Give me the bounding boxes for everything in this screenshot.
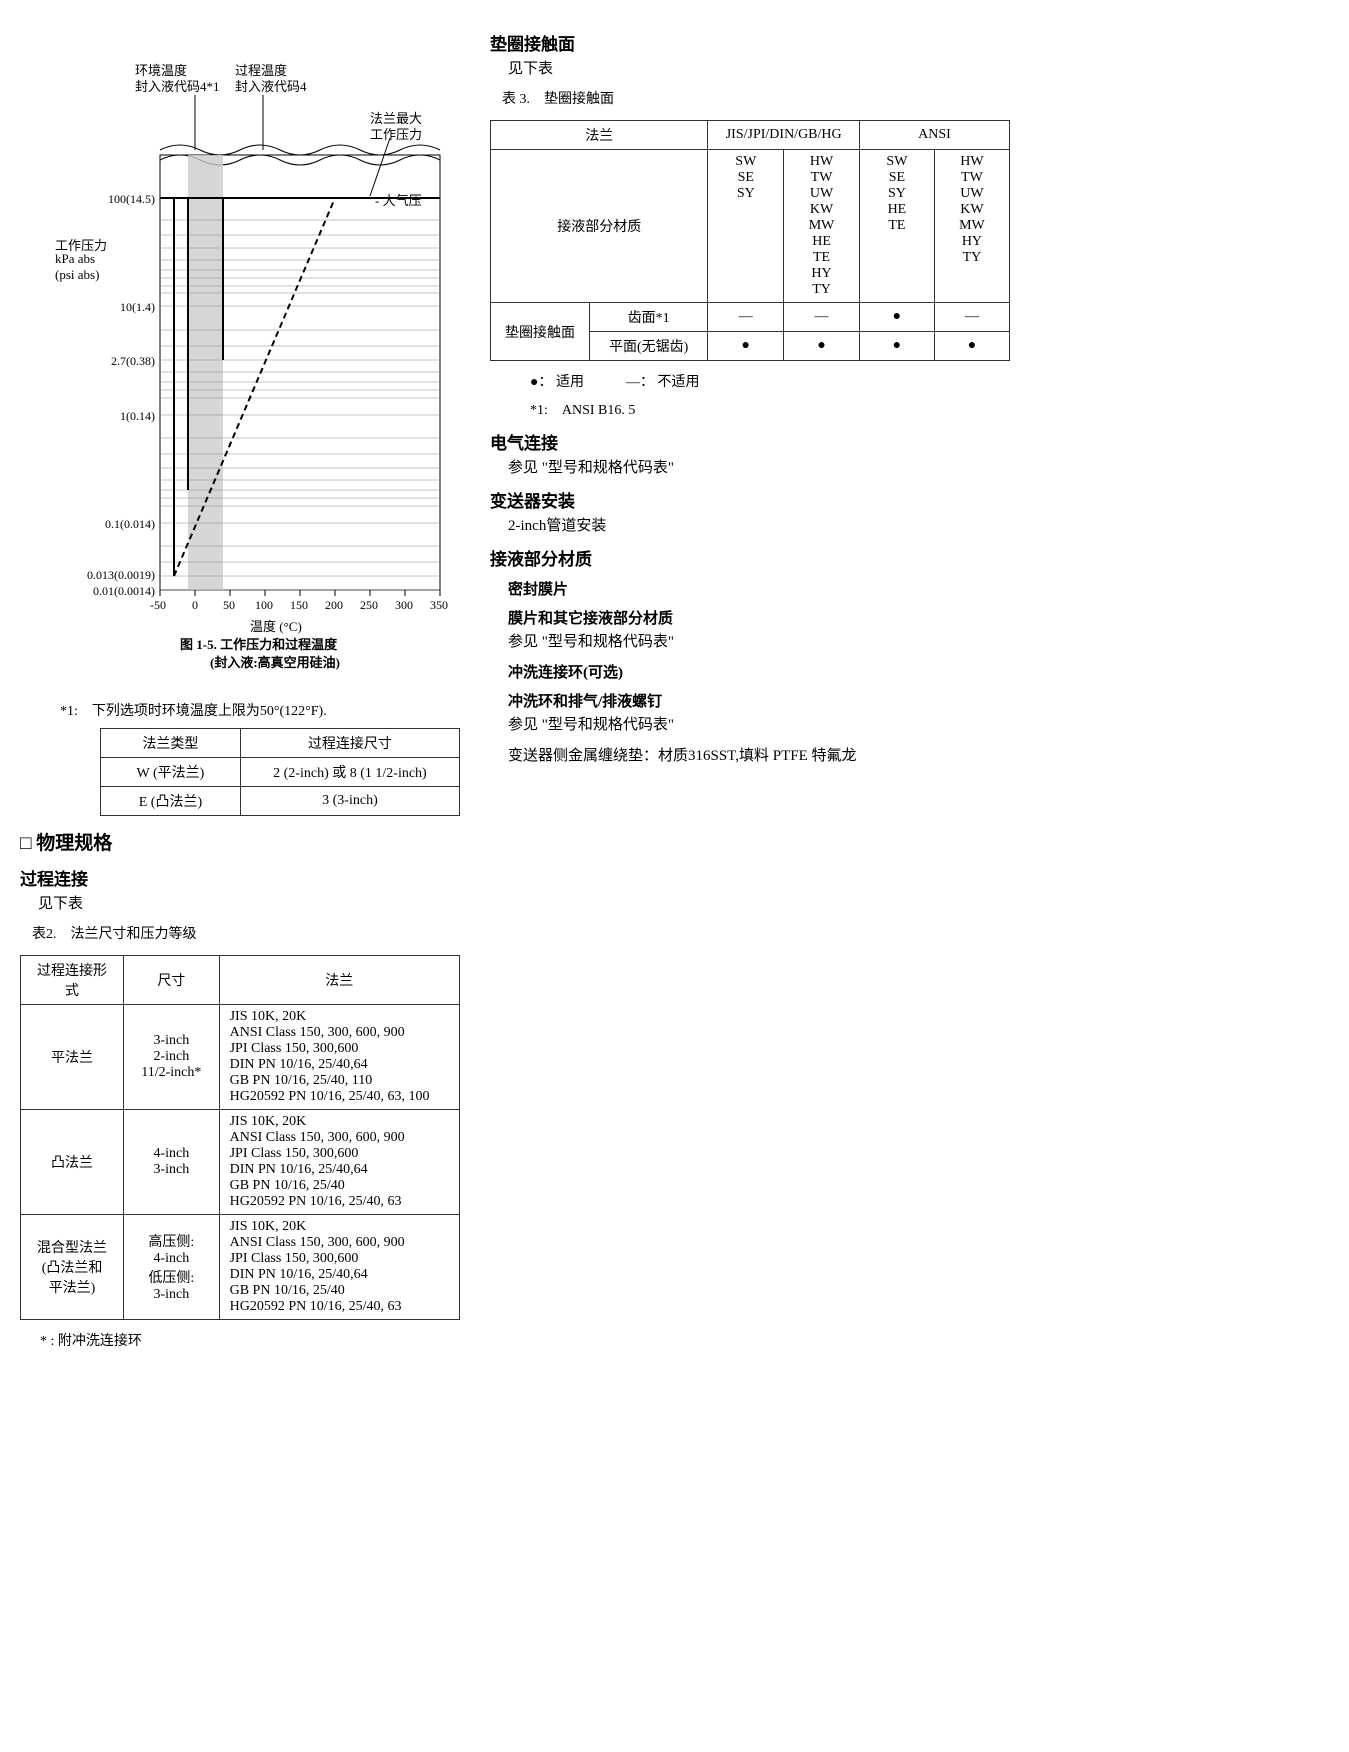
t2-r2c0: 混合型法兰 (凸法兰和 平法兰) (21, 1215, 124, 1320)
t2-h1: 尺寸 (124, 956, 220, 1005)
annot-fill4a: 封入液代码4*1 (135, 76, 220, 95)
t2-r0c2: JIS 10K, 20K ANSI Class 150, 300, 600, 9… (219, 1005, 459, 1110)
pressure-temp-chart: 环境温度 封入液代码4*1 过程温度 封入液代码4 法兰最大 工作压力 - 大气… (40, 20, 460, 670)
t3-s1: — (784, 303, 860, 332)
t3-ansi1: SW SE SY HE TE (859, 150, 934, 303)
t3-ansi2: HW TW UW KW MW HY TY (934, 150, 1009, 303)
t2-h0: 过程连接形式 (21, 956, 124, 1005)
t1-r0c0: W (平法兰) (101, 758, 241, 787)
t1-r1c1: 3 (3-inch) (240, 787, 459, 816)
t1-h1: 过程连接尺寸 (240, 729, 459, 758)
xtick-8: 350 (430, 598, 448, 613)
ytick-2: 2.7(0.38) (111, 354, 155, 369)
table-flange-type: 法兰类型 过程连接尺寸 W (平法兰) 2 (2-inch) 或 8 (1 1/… (100, 728, 460, 816)
t2-h2: 法兰 (219, 956, 459, 1005)
table2-footnote: * : 附冲洗连接环 (40, 1330, 460, 1350)
mount-body: 2-inch管道安装 (508, 514, 1010, 535)
t1-r1c0: E (凸法兰) (101, 787, 241, 816)
t3-s3: — (934, 303, 1009, 332)
t3-s2: ● (859, 303, 934, 332)
t3-serrated: 齿面*1 (589, 303, 707, 332)
annot-atm: - 大气压 (375, 190, 422, 209)
xlabel: 温度 (°C) (250, 616, 302, 635)
ylabel-u1: kPa abs (55, 251, 95, 267)
t3-note1: ●： 适用 —： 不适用 (530, 371, 1010, 391)
t1-h0: 法兰类型 (101, 729, 241, 758)
chart-footnote1: *1: 下列选项时环境温度上限为50°(122°F). (60, 700, 460, 720)
t3-f2: ● (859, 332, 934, 361)
t3-f1: ● (784, 332, 860, 361)
t3-wet-label: 接液部分材质 (491, 150, 708, 303)
t2-r0c0: 平法兰 (21, 1005, 124, 1110)
xtick-0: -50 (150, 598, 166, 613)
t3-h-ansi: ANSI (859, 121, 1009, 150)
t1-r0c1: 2 (2-inch) 或 8 (1 1/2-inch) (240, 758, 459, 787)
wet-body3: 变送器侧金属缠绕垫：材质316SST,填料 PTFE 特氟龙 (508, 744, 1010, 765)
xtick-7: 300 (395, 598, 413, 613)
t2-r1c2: JIS 10K, 20K ANSI Class 150, 300, 600, 9… (219, 1110, 459, 1215)
section-process-conn: 过程连接 (20, 865, 460, 890)
ylabel-u2: (psi abs) (55, 267, 99, 283)
wet-body1: 参见 "型号和规格代码表" (508, 630, 1010, 651)
section-physical: □ 物理规格 (20, 828, 460, 855)
t3-h-flange: 法兰 (491, 121, 708, 150)
ytick-5: 0.013(0.0019) (87, 568, 155, 583)
xtick-3: 100 (255, 598, 273, 613)
t3-jis1: SW SE SY (708, 150, 784, 303)
table2-caption: 表2. 法兰尺寸和压力等级 (32, 923, 460, 943)
see-below-1: 见下表 (38, 892, 460, 913)
wet-body2: 参见 "型号和规格代码表" (508, 713, 1010, 734)
annot-fill4b: 封入液代码4 (235, 76, 307, 95)
t3-jis2: HW TW UW KW MW HE TE HY TY (784, 150, 860, 303)
t3-flat: 平面(无锯齿) (589, 332, 707, 361)
t2-r2c2: JIS 10K, 20K ANSI Class 150, 300, 600, 9… (219, 1215, 459, 1320)
ytick-1: 10(1.4) (120, 300, 155, 315)
t3-f3: ● (934, 332, 1009, 361)
xtick-5: 200 (325, 598, 343, 613)
table3: 法兰 JIS/JPI/DIN/GB/HG ANSI 接液部分材质 SW SE S… (490, 120, 1010, 361)
xtick-4: 150 (290, 598, 308, 613)
xtick-6: 250 (360, 598, 378, 613)
t3-gasket-label: 垫圈接触面 (491, 303, 590, 361)
section-mount: 变送器安装 (490, 487, 1010, 512)
t3-f0: ● (708, 332, 784, 361)
ytick-0: 100(14.5) (108, 192, 155, 207)
wet-h2: 膜片和其它接液部分材质 (508, 607, 1010, 628)
t3-note2: *1: ANSI B16. 5 (530, 399, 1010, 419)
t2-r0c1: 3-inch 2-inch 11/2-inch* (124, 1005, 220, 1110)
xtick-1: 0 (192, 598, 198, 613)
t2-r2c1: 高压侧: 4-inch 低压侧: 3-inch (124, 1215, 220, 1320)
ytick-3: 1(0.14) (120, 409, 155, 424)
section-gasket: 垫圈接触面 (490, 30, 1010, 55)
wet-h1: 密封膜片 (508, 578, 1010, 599)
section-elec: 电气连接 (490, 429, 1010, 454)
chart-title: 图 1-5. 工作压力和过程温度 (180, 634, 337, 653)
xtick-2: 50 (223, 598, 235, 613)
table3-caption: 表 3. 垫圈接触面 (502, 88, 1010, 108)
wet-h4: 冲洗环和排气/排液螺钉 (508, 690, 1010, 711)
table2: 过程连接形式 尺寸 法兰 平法兰 3-inch 2-inch 11/2-inch… (20, 955, 460, 1320)
elec-body: 参见 "型号和规格代码表" (508, 456, 1010, 477)
wet-h3: 冲洗连接环(可选) (508, 661, 1010, 682)
see-below-2: 见下表 (508, 57, 1010, 78)
section-wet: 接液部分材质 (490, 545, 1010, 570)
chart-subtitle: (封入液:高真空用硅油) (210, 652, 340, 671)
annot-flange2: 工作压力 (370, 124, 422, 143)
t2-r1c1: 4-inch 3-inch (124, 1110, 220, 1215)
t3-s0: — (708, 303, 784, 332)
ytick-4: 0.1(0.014) (105, 517, 155, 532)
t3-h-jis: JIS/JPI/DIN/GB/HG (708, 121, 860, 150)
ytick-6: 0.01(0.0014) (93, 584, 155, 599)
t2-r1c0: 凸法兰 (21, 1110, 124, 1215)
